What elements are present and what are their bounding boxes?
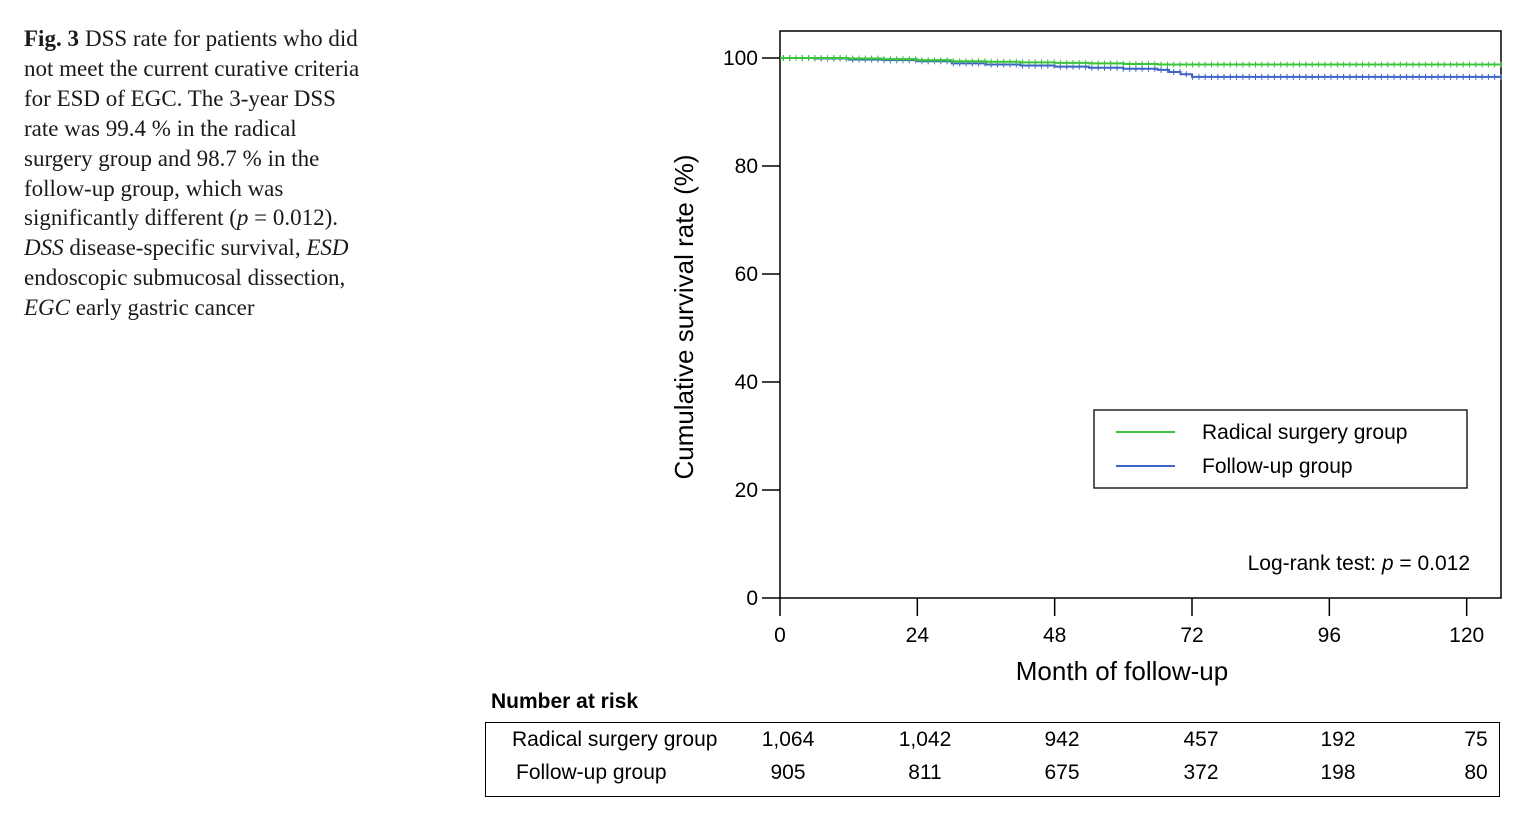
caption-run: = 0.012). (248, 205, 339, 231)
caption-run: early gastric cancer (70, 295, 255, 321)
caption-run: p (236, 205, 249, 231)
legend-label-radical: Radical surgery group (1202, 421, 1407, 444)
risk-row-followup: Follow-up group 905 811 675 372 198 80 (486, 761, 1499, 793)
risk-cell: 942 (1044, 728, 1080, 751)
y-tick-label: 0 (746, 587, 758, 610)
x-tick-label: 48 (1043, 624, 1066, 647)
risk-row-radical: Radical surgery group 1,064 1,042 942 45… (486, 728, 1499, 760)
censor-marks (782, 55, 1502, 68)
figure-label: Fig. 3 (24, 26, 79, 51)
caption-run: disease-specific survival, (63, 235, 307, 261)
x-axis-label: Month of follow-up (1016, 656, 1228, 686)
caption-run: ESD (306, 235, 349, 261)
risk-cell: 198 (1320, 761, 1356, 784)
x-tick-label: 96 (1318, 624, 1341, 647)
caption-text: DSS rate for patients who did not meet t… (24, 26, 359, 320)
caption-run: DSS rate for patients who did not meet t… (24, 26, 360, 231)
y-tick-label: 40 (735, 371, 758, 394)
log-rank-annotation: Log-rank test: p = 0.012 (1248, 552, 1470, 575)
y-tick-label: 80 (735, 155, 758, 178)
caption-run: EGC (24, 295, 70, 321)
plot-frame (779, 30, 1502, 599)
log-rank-value: = 0.012 (1394, 552, 1470, 575)
risk-cell: 811 (908, 761, 942, 784)
x-tick-label: 72 (1180, 624, 1203, 647)
risk-row-label: Radical surgery group (512, 728, 718, 751)
x-tick-label: 120 (1449, 624, 1484, 647)
caption-run: endoscopic submucosal dissection, (24, 265, 346, 291)
x-tick-label: 0 (774, 624, 786, 647)
log-rank-p: p (1381, 552, 1394, 575)
risk-cell: 1,064 (761, 728, 815, 751)
risk-table-title: Number at risk (491, 690, 639, 713)
plot-area: 0 24 48 72 96 120 0 20 40 60 80 100 (723, 30, 1502, 647)
risk-cell: 80 (1464, 761, 1488, 784)
legend-label-followup: Follow-up group (1202, 455, 1353, 478)
series-line-followup (780, 57, 1501, 78)
risk-table: Radical surgery group 1,064 1,042 942 45… (485, 722, 1500, 797)
risk-cell: 192 (1320, 728, 1356, 751)
y-axis-label: Cumulative survival rate (%) (669, 154, 699, 479)
log-rank-prefix: Log-rank test: (1248, 552, 1382, 575)
risk-cell: 905 (770, 761, 806, 784)
risk-cell: 457 (1183, 728, 1219, 751)
risk-cell: 372 (1183, 761, 1219, 784)
x-tick-label: 24 (906, 624, 930, 647)
figure-caption: Fig. 3 DSS rate for patients who did not … (24, 24, 364, 323)
risk-cell: 675 (1044, 761, 1080, 784)
legend-box (1093, 409, 1468, 489)
legend: Radical surgery group Follow-up group (1093, 409, 1468, 489)
risk-cell: 75 (1464, 728, 1488, 751)
y-tick-label: 20 (735, 479, 758, 502)
y-tick-label: 100 (723, 47, 758, 70)
y-tick-label: 60 (735, 263, 758, 286)
caption-run: DSS (24, 235, 64, 261)
series-line-radical (780, 57, 1501, 66)
risk-row-label: Follow-up group (516, 761, 667, 784)
risk-cell: 1,042 (898, 728, 952, 751)
